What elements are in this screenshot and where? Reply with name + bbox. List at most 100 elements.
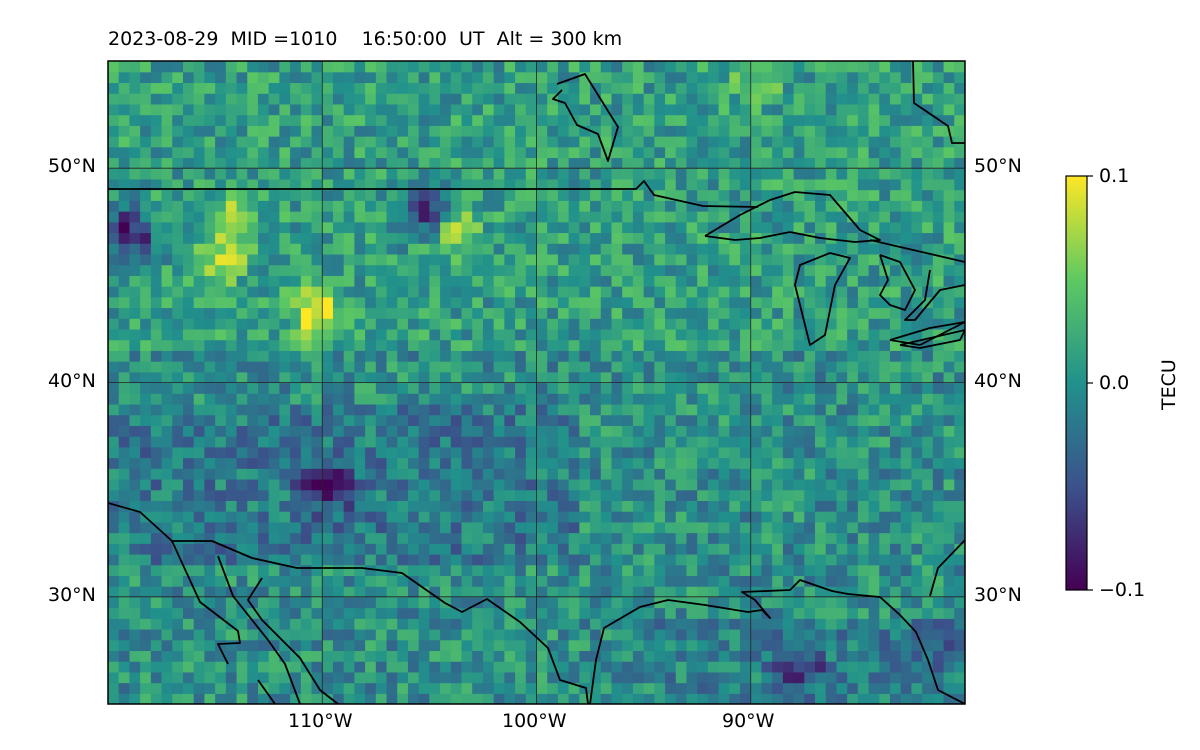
tec-cell xyxy=(225,403,238,416)
tec-cell xyxy=(686,693,698,704)
tec-cell xyxy=(118,350,131,362)
tec-cell xyxy=(718,157,730,169)
tec-cell xyxy=(954,371,965,384)
tec-cell xyxy=(622,328,634,341)
tec-cell xyxy=(118,361,131,373)
tec-cell xyxy=(407,628,420,641)
tec-cell xyxy=(793,371,805,384)
tec-cell xyxy=(365,682,377,694)
tec-cell xyxy=(632,596,645,609)
tec-cell xyxy=(740,661,752,673)
tec-cell xyxy=(740,693,752,704)
tec-cell xyxy=(922,425,934,437)
tec-cell xyxy=(750,114,763,126)
tec-cell xyxy=(108,414,120,426)
tec-cell xyxy=(740,607,752,619)
tec-cell xyxy=(665,103,677,116)
tec-cell xyxy=(397,446,409,459)
tec-cell xyxy=(847,275,859,287)
tec-cell xyxy=(461,596,473,609)
tec-cell xyxy=(429,232,441,244)
tec-cell xyxy=(225,478,238,491)
tec-cell xyxy=(900,661,913,673)
tec-cell xyxy=(761,221,773,234)
tec-cell xyxy=(257,125,270,137)
tec-cell xyxy=(525,511,538,523)
tec-cell xyxy=(740,82,752,94)
tec-cell xyxy=(375,82,388,94)
tec-cell xyxy=(129,136,141,148)
tec-cell xyxy=(600,221,613,234)
tec-cell xyxy=(172,489,184,501)
tec-cell xyxy=(943,157,955,169)
tec-cell xyxy=(804,478,816,491)
tec-cell xyxy=(547,639,559,652)
tec-cell xyxy=(654,264,666,276)
tec-cell xyxy=(236,339,248,351)
tec-cell xyxy=(943,393,955,405)
tec-cell xyxy=(707,478,720,491)
tec-cell xyxy=(472,168,484,180)
tec-cell xyxy=(290,371,302,384)
tec-cell xyxy=(322,628,334,641)
tec-cell xyxy=(322,71,334,84)
tec-cell xyxy=(890,693,902,704)
tec-cell xyxy=(557,650,570,662)
tec-cell xyxy=(386,318,398,330)
tec-cell xyxy=(118,157,131,169)
tec-cell xyxy=(150,478,163,491)
tec-cell xyxy=(247,607,259,619)
tec-cell xyxy=(418,511,430,523)
tec-cell xyxy=(943,307,955,319)
tec-cell xyxy=(793,393,805,405)
tec-cell xyxy=(547,382,559,394)
tec-cell xyxy=(215,296,227,309)
tec-cell xyxy=(772,200,784,212)
tec-cell xyxy=(418,157,430,169)
tec-cell xyxy=(482,521,495,534)
tec-cell xyxy=(172,543,184,555)
tec-cell xyxy=(429,243,441,255)
tec-cell xyxy=(568,339,580,351)
tec-cell xyxy=(482,650,495,662)
tec-cell xyxy=(129,221,141,234)
tec-cell xyxy=(954,564,965,576)
tec-cell xyxy=(386,243,398,255)
tec-cell xyxy=(311,264,323,276)
tec-cell xyxy=(547,157,559,169)
tec-cell xyxy=(622,286,634,298)
tec-cell xyxy=(847,436,859,448)
tec-cell xyxy=(729,371,741,384)
tec-cell xyxy=(772,521,784,534)
tec-cell xyxy=(868,403,880,416)
tec-cell xyxy=(129,639,141,652)
tec-cell xyxy=(890,511,902,523)
tec-cell xyxy=(879,478,891,491)
tec-cell xyxy=(879,93,891,105)
tec-cell xyxy=(193,82,206,94)
tec-cell xyxy=(311,275,323,287)
tec-cell xyxy=(365,457,377,469)
tec-cell xyxy=(386,500,398,512)
tec-cell xyxy=(182,511,195,523)
tec-cell xyxy=(108,211,120,223)
tec-cell xyxy=(343,639,355,652)
tec-cell xyxy=(397,650,409,662)
tec-cell xyxy=(611,61,623,73)
tec-cell xyxy=(225,382,238,394)
tec-cell xyxy=(493,146,505,159)
tec-cell xyxy=(461,511,473,523)
tec-cell xyxy=(740,532,752,544)
tec-cell xyxy=(182,211,195,223)
tec-cell xyxy=(225,296,238,309)
tec-cell xyxy=(557,693,570,704)
tec-cell xyxy=(857,468,870,480)
tec-cell xyxy=(815,157,827,169)
tec-cell xyxy=(515,350,527,362)
tec-cell xyxy=(643,157,655,169)
tec-cell xyxy=(632,168,645,180)
tec-cell xyxy=(300,489,313,501)
tec-cell xyxy=(129,339,141,351)
tec-cell xyxy=(868,71,880,84)
tec-cell xyxy=(868,146,880,159)
